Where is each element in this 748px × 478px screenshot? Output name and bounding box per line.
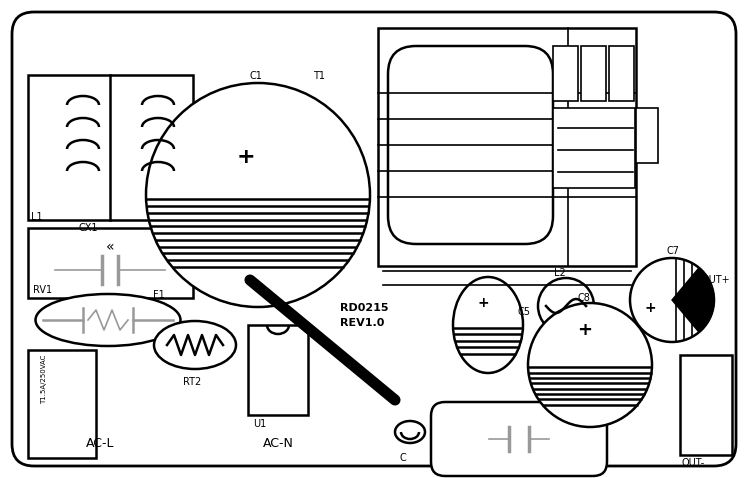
Wedge shape xyxy=(672,268,714,332)
Bar xyxy=(636,108,658,163)
Text: RD0215: RD0215 xyxy=(340,303,388,313)
FancyBboxPatch shape xyxy=(388,46,553,244)
Text: OUT+: OUT+ xyxy=(702,275,731,285)
Bar xyxy=(581,46,606,101)
Text: OUT-: OUT- xyxy=(682,458,705,468)
Text: L3: L3 xyxy=(702,290,714,300)
Ellipse shape xyxy=(35,294,180,346)
Text: C1: C1 xyxy=(250,71,263,81)
Text: F1: F1 xyxy=(153,290,165,300)
Text: L1: L1 xyxy=(31,212,43,222)
Bar xyxy=(28,350,96,458)
Bar xyxy=(28,228,193,298)
Text: T1: T1 xyxy=(313,71,325,81)
Text: REV1.0: REV1.0 xyxy=(340,318,384,328)
Bar xyxy=(378,28,636,266)
Text: RT2: RT2 xyxy=(183,377,201,387)
Bar xyxy=(553,46,578,101)
Circle shape xyxy=(528,303,652,427)
Text: L2: L2 xyxy=(554,268,565,278)
Bar xyxy=(609,46,634,101)
FancyBboxPatch shape xyxy=(12,12,736,466)
Text: U1: U1 xyxy=(253,419,266,429)
Text: C8: C8 xyxy=(578,293,591,303)
FancyBboxPatch shape xyxy=(431,402,607,476)
Text: C5: C5 xyxy=(518,307,531,317)
Text: +: + xyxy=(477,296,488,310)
Circle shape xyxy=(538,278,594,334)
Text: «: « xyxy=(105,240,114,254)
Circle shape xyxy=(630,258,714,342)
Text: C: C xyxy=(400,453,407,463)
Bar xyxy=(28,75,193,220)
Text: C7: C7 xyxy=(667,246,680,256)
Polygon shape xyxy=(543,406,637,427)
Polygon shape xyxy=(174,269,342,307)
Text: AC-L: AC-L xyxy=(86,437,114,450)
Text: T1.5A/250VAC: T1.5A/250VAC xyxy=(41,355,47,404)
Circle shape xyxy=(146,83,370,307)
Ellipse shape xyxy=(453,277,523,373)
Text: +: + xyxy=(644,301,656,315)
Text: AC-N: AC-N xyxy=(263,437,293,450)
Polygon shape xyxy=(461,355,515,373)
Ellipse shape xyxy=(154,321,236,369)
Bar xyxy=(680,355,732,455)
Text: CX1: CX1 xyxy=(79,223,98,233)
Ellipse shape xyxy=(395,421,425,443)
Bar xyxy=(248,325,308,415)
Bar xyxy=(553,108,635,188)
Text: +: + xyxy=(577,321,592,339)
Text: +: + xyxy=(236,147,255,167)
Text: RV1: RV1 xyxy=(33,285,52,295)
